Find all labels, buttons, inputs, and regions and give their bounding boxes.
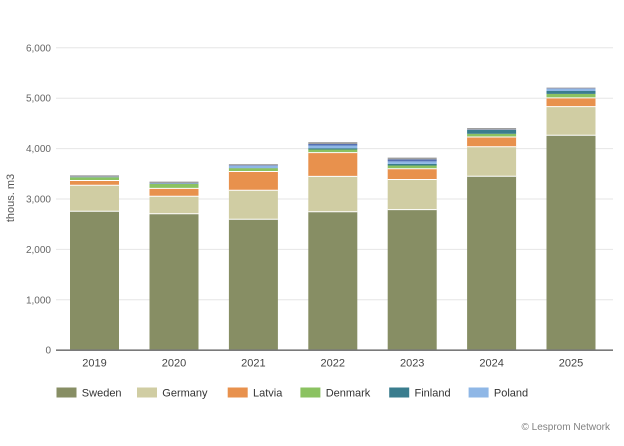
- svg-text:2024: 2024: [479, 358, 503, 370]
- svg-text:thous. m3: thous. m3: [5, 174, 17, 222]
- svg-text:2020: 2020: [162, 358, 186, 370]
- svg-text:6,000: 6,000: [26, 43, 51, 54]
- svg-text:2019: 2019: [82, 358, 106, 370]
- svg-text:4,000: 4,000: [26, 144, 51, 155]
- svg-text:Sweden: Sweden: [82, 387, 122, 399]
- svg-text:1,000: 1,000: [26, 295, 51, 306]
- svg-text:2022: 2022: [321, 358, 345, 370]
- svg-text:2,000: 2,000: [26, 245, 51, 256]
- svg-text:2025: 2025: [559, 358, 583, 370]
- svg-text:Finland: Finland: [415, 387, 451, 399]
- svg-text:2023: 2023: [400, 358, 424, 370]
- svg-text:© Lesprom Network: © Lesprom Network: [521, 422, 611, 433]
- svg-text:Latvia: Latvia: [253, 387, 283, 399]
- svg-text:Denmark: Denmark: [326, 387, 371, 399]
- svg-text:Germany: Germany: [162, 387, 208, 399]
- svg-text:Poland: Poland: [494, 387, 528, 399]
- svg-text:0: 0: [45, 346, 51, 357]
- svg-text:2021: 2021: [241, 358, 265, 370]
- svg-text:3,000: 3,000: [26, 195, 51, 206]
- svg-text:5,000: 5,000: [26, 94, 51, 105]
